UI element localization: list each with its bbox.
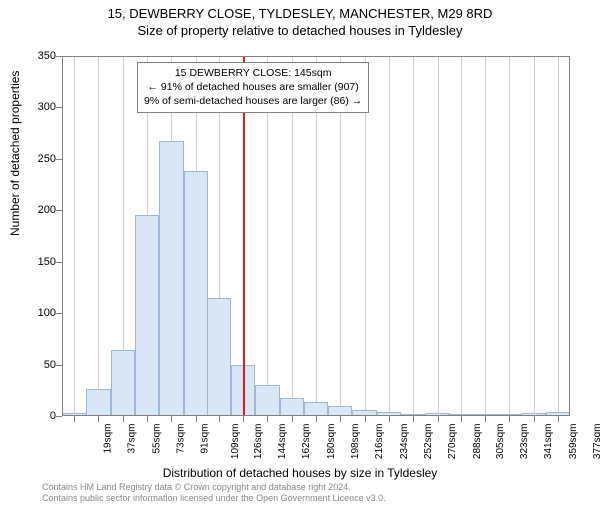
x-tick-label: 109sqm (230, 424, 241, 460)
chart-plot-area: 05010015020025030035019sqm37sqm55sqm73sq… (62, 56, 570, 416)
x-tick (292, 416, 293, 422)
x-tick-label: 162sqm (301, 424, 312, 460)
x-tick-label: 73sqm (176, 424, 187, 454)
x-tick (243, 416, 244, 422)
y-tick-label: 50 (16, 359, 56, 371)
x-tick-label: 359sqm (568, 424, 579, 460)
y-tick (56, 416, 62, 417)
y-tick-label: 250 (16, 153, 56, 165)
x-tick (509, 416, 510, 422)
x-tick-label: 19sqm (103, 424, 114, 454)
x-tick (438, 416, 439, 422)
x-tick-label: 126sqm (253, 424, 264, 460)
y-tick-label: 0 (16, 410, 56, 422)
x-tick-label: 91sqm (200, 424, 211, 454)
y-tick-label: 150 (16, 256, 56, 268)
x-tick (340, 416, 341, 422)
x-tick (98, 416, 99, 422)
x-tick-label: 270sqm (447, 424, 458, 460)
x-tick (147, 416, 148, 422)
x-tick (74, 416, 75, 422)
y-tick-label: 350 (16, 50, 56, 62)
x-tick-label: 198sqm (350, 424, 361, 460)
x-tick (461, 416, 462, 422)
x-tick-label: 216sqm (374, 424, 385, 460)
chart-footer: Contains HM Land Registry data © Crown c… (42, 482, 386, 505)
x-tick (196, 416, 197, 422)
x-tick-label: 323sqm (519, 424, 530, 460)
x-tick (171, 416, 172, 422)
x-tick-label: 341sqm (543, 424, 554, 460)
chart-title-main: 15, DEWBERRY CLOSE, TYLDESLEY, MANCHESTE… (0, 6, 600, 21)
y-tick-label: 100 (16, 307, 56, 319)
y-tick-label: 300 (16, 101, 56, 113)
x-tick-label: 234sqm (399, 424, 410, 460)
x-tick-label: 305sqm (495, 424, 506, 460)
x-tick (534, 416, 535, 422)
x-tick (558, 416, 559, 422)
x-tick-label: 144sqm (277, 424, 288, 460)
x-tick-label: 377sqm (592, 424, 600, 460)
x-tick (316, 416, 317, 422)
x-tick-label: 288sqm (472, 424, 483, 460)
x-tick (219, 416, 220, 422)
x-tick (413, 416, 414, 422)
x-tick (267, 416, 268, 422)
footer-line-1: Contains HM Land Registry data © Crown c… (42, 482, 386, 493)
x-tick-label: 180sqm (326, 424, 337, 460)
x-tick (365, 416, 366, 422)
x-tick (485, 416, 486, 422)
plot-border (62, 56, 570, 416)
y-tick-label: 200 (16, 204, 56, 216)
x-tick-label: 252sqm (423, 424, 434, 460)
chart-title-sub: Size of property relative to detached ho… (0, 23, 600, 38)
x-axis-title: Distribution of detached houses by size … (0, 466, 600, 480)
x-tick (123, 416, 124, 422)
x-tick-label: 55sqm (151, 424, 162, 454)
x-tick-label: 37sqm (127, 424, 138, 454)
footer-line-2: Contains public sector information licen… (42, 493, 386, 504)
x-tick (389, 416, 390, 422)
